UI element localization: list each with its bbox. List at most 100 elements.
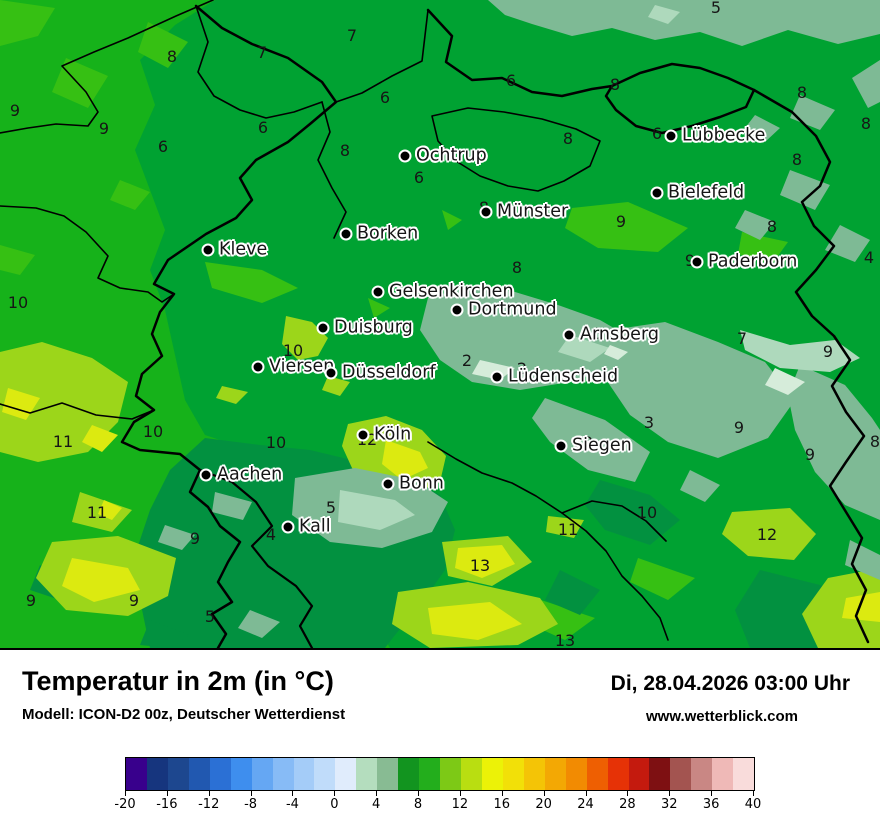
scale-segment (607, 758, 629, 790)
temperature-reading: 12 (756, 525, 778, 544)
scale-tick-label: -12 (198, 797, 220, 812)
temperature-reading: 8 (339, 141, 351, 160)
city-label: Arnsberg (580, 324, 659, 345)
scale-segment (167, 758, 189, 790)
temperature-reading: 6 (413, 168, 425, 187)
temperature-reading: 8 (166, 47, 178, 66)
scale-tick-label: 4 (372, 797, 381, 812)
city-label: Köln (374, 424, 412, 445)
city-dot (316, 321, 330, 335)
city-label: Lüdenscheid (508, 366, 619, 387)
scale-tick (376, 791, 378, 796)
temperature-reading: 7 (736, 329, 748, 348)
scale-segment (188, 758, 210, 790)
scale-tick-label: -4 (285, 797, 299, 812)
temperature-reading: 10 (572, 433, 594, 452)
scale-segment (712, 758, 734, 790)
temperature-reading: 6 (157, 137, 169, 156)
city-dot (201, 243, 215, 257)
scale-tick (125, 791, 126, 796)
temperature-reading: 10 (265, 433, 287, 452)
city-label: Lübbecke (682, 125, 766, 146)
scale-segment (272, 758, 294, 790)
city-label: Bielefeld (668, 182, 745, 203)
temperature-reading: 9 (189, 529, 201, 548)
scale-segment (481, 758, 503, 790)
scale-segment (544, 758, 566, 790)
scale-segment (419, 758, 441, 790)
scale-segment (523, 758, 545, 790)
temperature-map: 8779966686568888868989481010282793998101… (0, 0, 880, 648)
temperature-reading: 4 (265, 525, 277, 544)
scale-tick (334, 791, 336, 796)
scale-tick (250, 791, 252, 796)
scale-segment (293, 758, 315, 790)
map-footer: Temperatur in 2m (in °C) Modell: ICON-D2… (0, 648, 880, 830)
temperature-reading: 9 (128, 591, 140, 610)
temperature-reading: 8 (860, 114, 872, 133)
city-markers-layer: Ochtrup Lübbecke Bielefeld Münster Borken Kle… (199, 125, 797, 535)
scale-tick (501, 791, 503, 796)
scale-tick (459, 791, 461, 796)
scale-tick-label: -20 (114, 797, 136, 812)
city-dot (324, 366, 338, 380)
temperature-reading: 10 (282, 341, 304, 360)
scale-segment (565, 758, 587, 790)
city-dot (450, 303, 464, 317)
scale-tick-label: 0 (330, 797, 339, 812)
temperature-reading: 8 (562, 129, 574, 148)
map-graphic (0, 0, 880, 648)
scale-tick-label: 32 (660, 797, 678, 812)
temperature-reading: 9 (25, 591, 37, 610)
temperature-reading: 8 (796, 83, 808, 102)
scale-segment (586, 758, 608, 790)
scale-tick (543, 791, 545, 796)
scale-tick-label: 12 (451, 797, 469, 812)
scale-segment (398, 758, 420, 790)
temperature-reading: 5 (325, 498, 337, 517)
scale-tick-label: 36 (702, 797, 720, 812)
scale-segment (126, 758, 147, 790)
temperature-scale-ticks: -20 -16 -12 -8 -4 0 4 8 12 16 20 24 28 32 36 40 (114, 791, 761, 821)
model-info: Modell: ICON-D2 00z, Deutscher Wetterdie… (22, 706, 346, 723)
datetime-label: Di, 28.04.2026 03:00 Uhr (610, 672, 850, 695)
scale-segment (314, 758, 336, 790)
temperature-readings-layer: 8779966686568888868989481010282793998101… (7, 0, 880, 648)
scale-tick (753, 791, 754, 796)
scale-tick-label: 40 (744, 797, 762, 812)
temperature-reading: 11 (52, 432, 74, 451)
city-dot (356, 428, 370, 442)
scale-segment (691, 758, 713, 790)
temperature-reading: 2 (516, 359, 528, 378)
city-dot (650, 186, 664, 200)
city-label: Düsseldorf (342, 362, 436, 383)
city-label: Bonn (399, 473, 444, 494)
temperature-reading: 6 (257, 118, 269, 137)
scale-tick (627, 791, 629, 796)
temperature-reading: 7 (256, 43, 268, 62)
scale-segment (356, 758, 378, 790)
scale-tick (292, 791, 294, 796)
temperature-reading: 11 (86, 503, 108, 522)
scale-tick (208, 791, 210, 796)
scale-segment (461, 758, 482, 790)
city-dot (479, 205, 493, 219)
temperature-reading: 2 (461, 351, 473, 370)
temperature-reading: 4 (863, 248, 875, 267)
temperature-reading: 9 (615, 212, 627, 231)
city-label: Siegen (572, 435, 632, 456)
temperature-reading: 3 (643, 413, 655, 432)
city-dot (664, 129, 678, 143)
temperature-reading: 10 (636, 503, 658, 522)
temperature-reading: 5 (204, 607, 216, 626)
scale-segment (670, 758, 692, 790)
scale-tick (585, 791, 587, 796)
scale-tick (418, 791, 420, 796)
scale-tick (166, 791, 168, 796)
scale-segment (649, 758, 671, 790)
city-dot (554, 439, 568, 453)
scale-tick-label: 24 (577, 797, 594, 812)
temperature-reading: 10 (7, 293, 29, 312)
city-label: Viersen (269, 356, 335, 377)
